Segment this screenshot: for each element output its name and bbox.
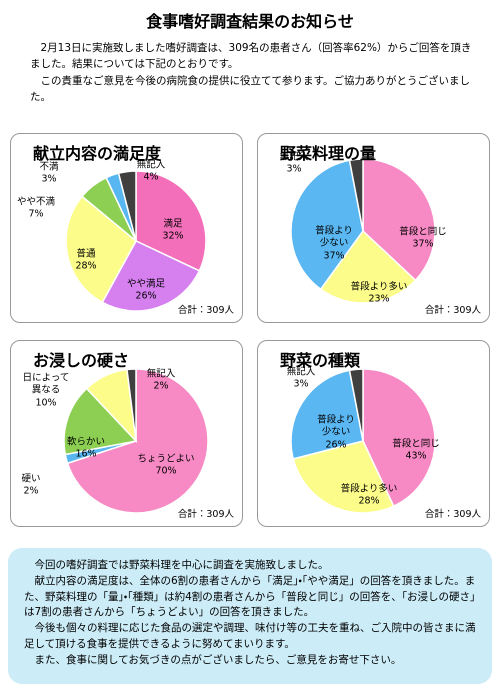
slice-category: 普段と同じ <box>399 226 447 238</box>
pie-slice <box>63 387 138 456</box>
slice-label: 満足 32% <box>153 219 193 244</box>
pie-slice <box>290 159 364 291</box>
slice-category: やや不満 <box>16 196 55 208</box>
slice-category: 日によって異なる <box>22 372 70 396</box>
slice-label: 無記入 2% <box>141 369 181 394</box>
slice-value-label: 26% <box>325 439 347 451</box>
summary-paragraph: 献立内容の満足度は、全体の6割の患者さんから「満足」・「やや満足」の回答を頂きま… <box>24 574 476 619</box>
intro: 2月13日に実施致しました嗜好調査は、309名の患者さん（回答率62%）からご回… <box>30 40 480 105</box>
slice-category: 軟らかい <box>66 436 105 448</box>
chart-title: 野菜料理の量 <box>280 144 377 163</box>
pie-slice <box>348 158 364 232</box>
pie-slice <box>135 170 207 272</box>
summary-paragraph: 今後も個々の料理に応じた食品の選定や調理、味付け等の工夫を重ね、ご入院中の皆さま… <box>24 622 476 650</box>
pie-slice <box>65 195 137 304</box>
slice-value-label: 3% <box>286 164 302 175</box>
pie-slice <box>66 368 209 514</box>
pie-slice <box>348 368 364 442</box>
pie-slice <box>292 440 395 514</box>
slice-value-label: 3% <box>293 379 309 390</box>
slice-value-label: 3% <box>41 174 57 185</box>
slice-value-label: 16% <box>75 449 97 460</box>
slice-value-label: 43% <box>405 451 427 462</box>
chart-total: 合計：309人 <box>424 305 481 316</box>
slice-category: 普段より多い <box>340 483 398 495</box>
slice-category: 普通 <box>76 248 96 260</box>
chart-title: 献立内容の満足度 <box>33 144 162 163</box>
pie-slice <box>362 158 436 282</box>
summary-paragraph: また、食事に関してお気づきの点がございましたら、ご意見をお寄せ下さい。 <box>34 653 402 666</box>
pie-slice <box>362 368 436 508</box>
slice-value-label: 26% <box>135 291 157 302</box>
chart-total: 合計：309人 <box>177 509 234 520</box>
slice-category: 無記入 <box>286 366 316 378</box>
slice-label: 普段より多い 23% <box>344 282 414 307</box>
slice-value-label: 28% <box>358 496 380 507</box>
slice-value-label: 70% <box>155 466 177 477</box>
slice-label: やや満足 26% <box>121 279 171 304</box>
slice-value-label: 2% <box>23 486 39 497</box>
slice-category: 普段より多い <box>350 281 408 293</box>
pie-chart <box>65 170 207 312</box>
slice-label: 普段より少ない 37% <box>312 225 356 262</box>
pie-slice <box>319 229 417 304</box>
slice-label: 普段と同じ 37% <box>393 227 453 252</box>
slice-label: 無記入 4% <box>131 160 171 185</box>
intro-paragraph: この貴重なご意見を今後の病院食の提供に役立てて参ります。ご協力ありがとうございま… <box>30 74 470 103</box>
slice-label: 日によって異なる 10% <box>19 372 73 409</box>
slice-label: 普段と同じ 43% <box>386 439 446 464</box>
slice-category: 普段と同じ <box>392 438 440 450</box>
slice-category: ちょうどよい <box>137 453 195 465</box>
slice-label: やや不満 7% <box>11 197 61 222</box>
slice-category: 無記入 <box>279 151 309 163</box>
chart-box: 野菜料理の量 合計：309人 普段と同じ 37% 普段より多い 23% 普段より少ない 37%… <box>257 133 490 323</box>
chart-total: 合計：309人 <box>177 305 234 316</box>
pie-chart <box>290 368 436 514</box>
slice-value-label: 4% <box>143 172 159 183</box>
document-title: 食事嗜好調査結果のお知らせ <box>146 12 354 31</box>
chart-total: 合計：309人 <box>424 509 481 520</box>
chart-box: 野菜の種類合計：309人 普段と同じ 43% 普段より多い 28% 普段より少ない 26% 無… <box>257 340 490 527</box>
slice-label: ちょうどよい 70% <box>131 454 201 479</box>
slice-value-label: 37% <box>323 250 345 262</box>
slice-label: 無記入 3% <box>281 367 321 392</box>
slice-category: 普段より少ない <box>317 414 355 438</box>
pie-chart <box>290 158 436 304</box>
slice-value-label: 28% <box>75 261 97 272</box>
slice-value-label: 7% <box>28 209 44 220</box>
chart-title: 野菜の種類 <box>280 351 361 370</box>
slice-value-label: 2% <box>153 381 169 392</box>
chart-box: 献立内容の満足度合計：309人 満足 32% やや満足 26% 普通 28% やや不満 7% 不満… <box>10 133 243 323</box>
slice-category: 不満 <box>39 161 59 173</box>
slice-label: 普段より少ない 26% <box>314 414 358 451</box>
chart-title: お浸しの硬さ <box>33 351 130 370</box>
pie-slice <box>117 170 137 242</box>
slice-value-label: 37% <box>412 239 434 250</box>
slice-value-label: 32% <box>162 231 184 242</box>
slice-category: 硬い <box>21 473 41 485</box>
slice-value-label: 23% <box>368 294 390 305</box>
chart-box: お浸しの硬さ 合計：309人 ちょうどよい 70% 硬い 2% 軟らかい 16% 日によって異な… <box>10 340 243 527</box>
pie-slice <box>290 369 364 460</box>
pie-slice <box>126 368 137 442</box>
slice-label: 不満 3% <box>34 162 64 187</box>
slice-category: 普段より少ない <box>315 225 353 249</box>
slice-value-label: 10% <box>35 397 57 409</box>
intro-paragraph: 2月13日に実施致しました嗜好調査は、309名の患者さん（回答率62%）からご回… <box>30 42 472 71</box>
slice-label: 軟らかい 16% <box>61 437 111 462</box>
slice-label: 普通 28% <box>66 249 106 274</box>
pie-chart <box>63 368 209 514</box>
slice-category: 無記入 <box>136 159 166 171</box>
slice-label: 普段より多い 28% <box>334 484 404 509</box>
summary-box: 今回の嗜好調査では野菜料理を中心に調査を実施致しました。 献立内容の満足度は、全… <box>8 548 492 684</box>
slice-label: 無記入 3% <box>274 152 314 177</box>
summary-paragraph: 今回の嗜好調査では野菜料理を中心に調査を実施致しました。 <box>34 559 329 571</box>
slice-category: 満足 <box>163 218 183 230</box>
slice-category: やや満足 <box>126 278 165 290</box>
slice-category: 無記入 <box>146 368 176 380</box>
slice-label: 硬い 2% <box>16 474 46 499</box>
